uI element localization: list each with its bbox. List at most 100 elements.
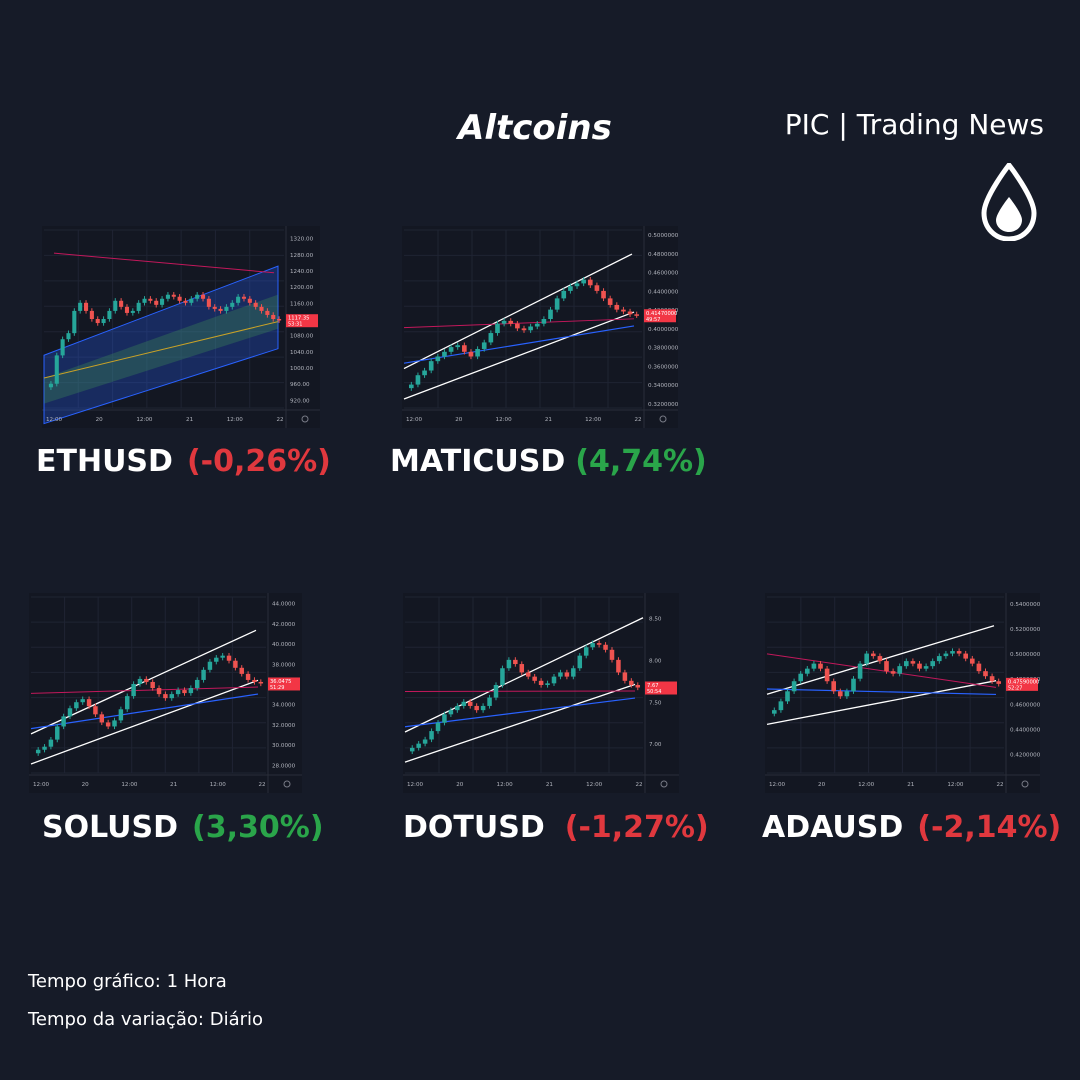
candle [118,709,124,721]
candle [614,304,620,310]
candle [884,661,889,672]
candle [48,739,54,747]
candle [910,661,916,664]
candle [508,320,514,324]
candle [513,659,518,665]
candle [583,647,589,656]
candle [206,298,211,307]
candle [154,300,159,305]
candle [538,680,544,685]
candle [609,649,615,660]
channel-lower-line [30,679,259,765]
candle [93,706,98,715]
settings-icon [1021,780,1029,788]
candle [236,296,241,303]
candle [877,656,883,662]
candle [528,326,533,331]
candle [577,655,583,669]
candle [851,678,856,692]
candle [175,690,181,695]
candle [195,294,200,299]
y-tick-label: 920.00 [290,398,310,404]
x-tick-label: 20 [96,417,104,423]
candle [627,311,633,315]
solusd-label: SOLUSD (3,30%) [42,810,324,845]
candle [112,720,117,727]
x-tick-label: 12:00 [33,782,50,788]
candle [95,319,100,324]
candle [422,370,427,376]
y-tick-label: 30.0000 [272,743,296,749]
countdown-label: 50:54 [647,689,661,695]
candle [488,333,494,343]
chart-dotusd: 8.50 8.00 7.50 7.00 12:00 20 12:00 21 12:00 22 7.6… [403,593,679,793]
candle [409,747,415,752]
price-label: 7.67 [647,683,659,689]
y-tick-label: 1320.00 [290,237,314,243]
moving-average-line [403,318,635,329]
candle [415,375,421,385]
y-tick-label: 1040.00 [290,350,314,356]
candle [137,678,143,684]
candle [182,690,187,694]
candle [183,300,188,303]
y-tick-label: 960.00 [290,382,310,388]
candle [171,294,176,297]
price-label: 0.47590000 [1008,679,1039,685]
candle [481,342,487,349]
candle [969,658,975,664]
candle [545,683,550,685]
candle [581,279,586,284]
y-tick-label: 40.0000 [272,642,296,648]
candle [124,306,130,313]
candle [455,705,460,711]
dotusd-label: DOTUSD (-1,27%) [403,810,709,845]
symbol-name: DOTUSD [403,810,545,845]
change-value: (-0,26%) [186,444,331,479]
symbol-name: ADAUSD [762,810,904,845]
candle [521,328,527,331]
candle [554,298,560,310]
candle [416,743,421,748]
candle [596,643,602,645]
price-tag [644,309,676,323]
candle [506,659,512,669]
change-value: (4,74%) [575,444,707,479]
y-tick-label: 8.50 [649,616,662,622]
candle [144,678,149,682]
candle [54,355,59,384]
candle [148,298,153,301]
x-tick-label: 12:00 [227,417,244,423]
candle [811,663,817,669]
candle [548,309,553,319]
settings-icon [659,415,667,423]
channel-upper-line [403,253,633,370]
x-tick-label: 21 [546,782,554,788]
candle [785,691,790,702]
candle [501,320,507,324]
countdown-label: 49:57 [646,317,660,323]
x-tick-label: 20 [818,782,826,788]
candle [226,655,232,661]
candle [564,672,570,677]
countdown-label: 51:29 [270,685,284,691]
candle [259,306,264,311]
candle [74,702,79,709]
candle [201,669,206,680]
x-tick-label: 12:00 [947,782,964,788]
candle [72,310,77,334]
candle [541,319,547,324]
chart-solusd: 44.000042.000040.000038.000036.000034.00… [29,593,302,793]
y-tick-label: 32.0000 [272,723,296,729]
candle [207,661,213,670]
candle [870,653,876,657]
x-tick-label: 12:00 [586,782,603,788]
candle [455,345,461,348]
candle [500,668,505,685]
candle [818,663,823,669]
candle [160,298,165,305]
candle [107,310,112,319]
